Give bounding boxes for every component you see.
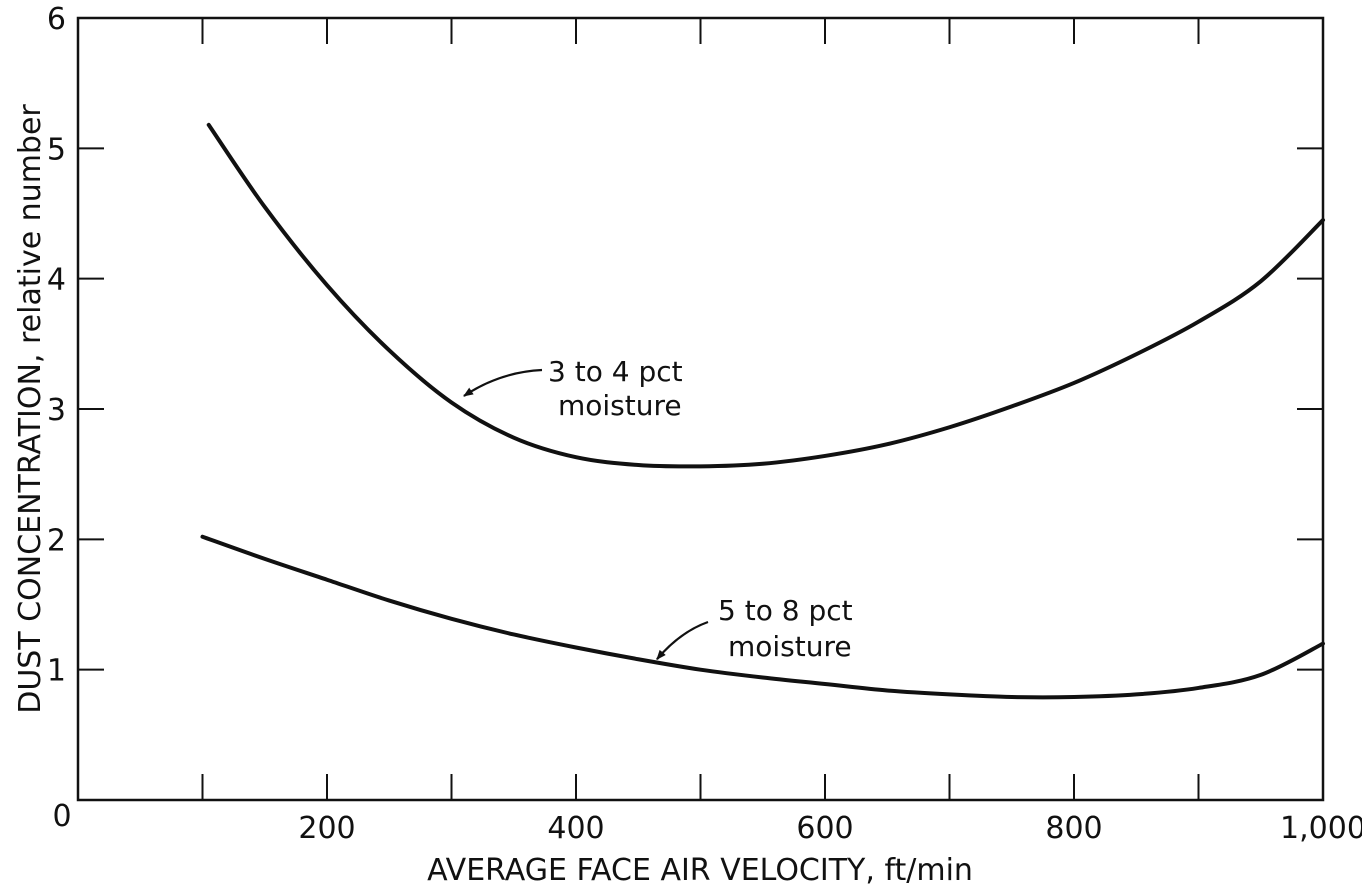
series-annotation: 3 to 4 pct moisture [548, 355, 683, 422]
y-tick-label: 5 [47, 132, 66, 167]
origin-label: 0 [52, 799, 71, 834]
y-tick-label: 2 [47, 523, 66, 558]
annotation-arrow [656, 620, 709, 661]
series-line-1 [200, 534, 1325, 700]
y-tick-label: 6 [47, 2, 66, 37]
x-tick-label: 1,000 [1280, 811, 1362, 846]
tick-labels: 200 400 600 800 1,000 1 2 3 4 5 6 0 [47, 2, 1362, 846]
y-tick-label: 3 [47, 393, 66, 428]
axis-ticks [78, 18, 1323, 800]
y-tick-label: 4 [47, 263, 66, 298]
plot-frame [76, 16, 1325, 802]
x-axis-label: AVERAGE FACE AIR VELOCITY, ft/min [427, 853, 973, 888]
x-tick-label: 600 [796, 811, 853, 846]
series-line-0 [206, 122, 1325, 469]
annotations: 3 to 4 pct moisture 5 to 8 pct moisture [463, 355, 853, 663]
annotation-arrow [463, 368, 543, 397]
y-axis-label: DUST CONCENTRATION, relative number [13, 104, 48, 714]
y-tick-label: 1 [47, 654, 66, 689]
x-tick-label: 400 [547, 811, 604, 846]
series-layer [200, 122, 1325, 700]
series-annotation: 5 to 8 pct moisture [718, 594, 853, 663]
x-tick-label: 200 [298, 811, 355, 846]
x-tick-label: 800 [1045, 811, 1102, 846]
